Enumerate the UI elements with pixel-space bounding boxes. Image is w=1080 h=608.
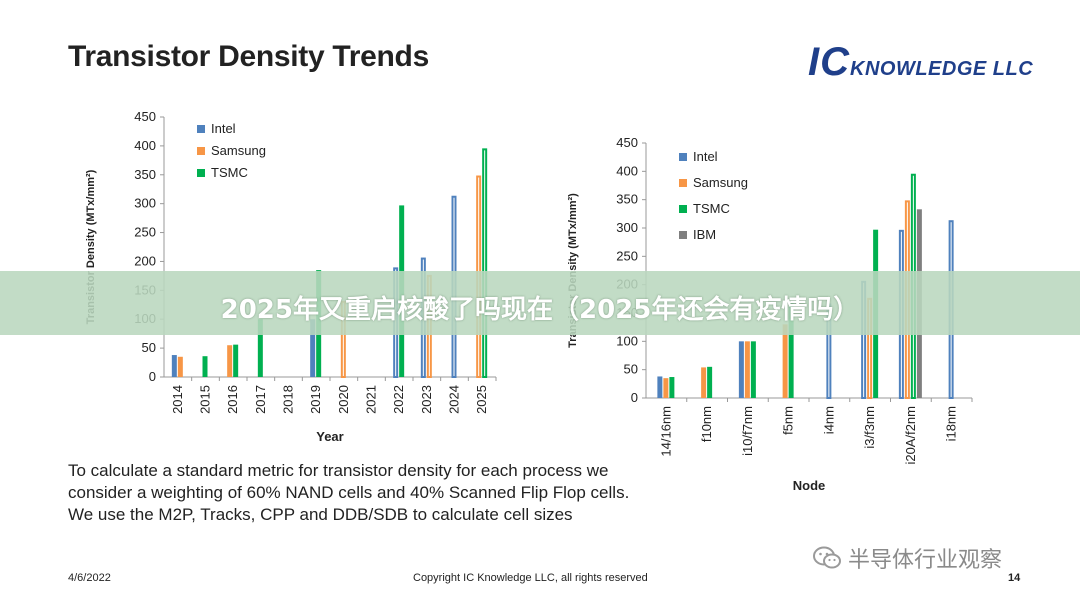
x-tick-label: 2024	[447, 385, 462, 414]
y-tick-label: 100	[616, 333, 638, 348]
bar-samsung	[744, 341, 750, 398]
x-tick-label: f10nm	[699, 406, 714, 442]
description-text: To calculate a standard metric for trans…	[68, 461, 630, 524]
x-tick-label: 2015	[198, 385, 213, 414]
x-tick-label: 2018	[281, 385, 296, 414]
x-tick-label: i20A/f2nm	[903, 406, 918, 465]
bar-tsmc	[482, 148, 488, 378]
y-tick-label: 300	[134, 196, 156, 211]
legend-label-samsung: Samsung	[693, 175, 748, 190]
y-tick-label: 400	[134, 138, 156, 153]
bar-intel	[657, 376, 663, 398]
x-tick-label: 2016	[225, 385, 240, 414]
y-tick-label: 200	[134, 253, 156, 268]
bar-intel	[310, 319, 316, 377]
y-tick-label: 450	[616, 135, 638, 150]
ic-knowledge-logo: ICKNOWLEDGE LLC	[808, 40, 1033, 85]
footer-date: 4/6/2022	[68, 572, 111, 584]
y-tick-label: 400	[616, 163, 638, 178]
legend-label-intel: Intel	[211, 121, 236, 136]
bar-samsung	[701, 367, 707, 398]
y-tick-label: 0	[149, 369, 156, 384]
bar-tsmc	[202, 356, 208, 377]
bar-tsmc	[788, 300, 794, 398]
footer-page-number: 14	[1008, 572, 1021, 584]
x-tick-label: 2019	[308, 385, 323, 414]
bar-tsmc	[669, 377, 675, 398]
x-tick-label: 2021	[364, 385, 379, 414]
x-tick-label: i4nm	[821, 406, 836, 434]
legend-swatch-tsmc	[679, 205, 687, 213]
x-tick-label: i10/f7nm	[740, 406, 755, 456]
legend-label-tsmc: TSMC	[693, 201, 730, 216]
bar-tsmc	[257, 319, 263, 377]
y-tick-label: 450	[134, 109, 156, 124]
overlay-banner-text: 2025年又重启核酸了吗现在（2025年还会有疫情吗）	[220, 295, 860, 325]
legend-label-samsung: Samsung	[211, 143, 266, 158]
x-axis-title: Node	[793, 478, 826, 493]
watermark: 半导体行业观察	[812, 542, 1002, 574]
legend-label-intel: Intel	[693, 149, 718, 164]
bar-samsung	[177, 356, 183, 377]
bar-samsung	[782, 324, 788, 398]
x-tick-label: 2025	[474, 385, 489, 414]
x-axis-title: Year	[316, 429, 343, 444]
y-tick-label: 250	[616, 248, 638, 263]
legend-swatch-intel	[197, 125, 205, 133]
x-tick-label: i3/f3nm	[862, 406, 877, 449]
watermark-text: 半导体行业观察	[848, 548, 1003, 573]
y-tick-label: 350	[134, 167, 156, 182]
x-tick-label: 14/16nm	[658, 406, 673, 457]
y-tick-label: 50	[142, 340, 156, 355]
legend-swatch-ibm	[679, 231, 687, 239]
legend-swatch-samsung	[679, 179, 687, 187]
logo-ic: IC	[808, 40, 850, 84]
y-tick-label: 300	[616, 220, 638, 235]
logo-rest: KNOWLEDGE LLC	[850, 58, 1034, 80]
bar-intel	[171, 355, 177, 377]
legend-swatch-tsmc	[197, 169, 205, 177]
bar-samsung	[663, 378, 669, 398]
footer-copyright: Copyright IC Knowledge LLC, all rights r…	[413, 572, 648, 584]
y-tick-label: 350	[616, 192, 638, 207]
overlay-banner: 2025年又重启核酸了吗现在（2025年还会有疫情吗）	[0, 271, 1080, 335]
x-tick-label: 2022	[391, 385, 406, 414]
y-tick-label: 250	[134, 225, 156, 240]
legend-swatch-intel	[679, 153, 687, 161]
x-tick-label: f5nm	[781, 406, 796, 435]
bar-tsmc	[750, 341, 756, 398]
bar-tsmc	[707, 366, 713, 398]
legend-label-ibm: IBM	[693, 227, 716, 242]
x-tick-label: 2014	[170, 385, 185, 414]
x-tick-label: 2023	[419, 385, 434, 414]
y-tick-label: 50	[624, 362, 638, 377]
legend-label-tsmc: TSMC	[211, 165, 248, 180]
x-tick-label: i18nm	[944, 406, 959, 441]
bar-tsmc	[233, 344, 239, 377]
y-tick-label: 0	[631, 390, 638, 405]
x-tick-label: 2020	[336, 385, 351, 414]
legend-swatch-samsung	[197, 147, 205, 155]
x-tick-label: 2017	[253, 385, 268, 414]
wechat-icon	[813, 546, 841, 569]
slide-title: Transistor Density Trends	[68, 40, 429, 73]
bar-samsung	[227, 345, 233, 377]
bar-intel	[738, 341, 744, 398]
